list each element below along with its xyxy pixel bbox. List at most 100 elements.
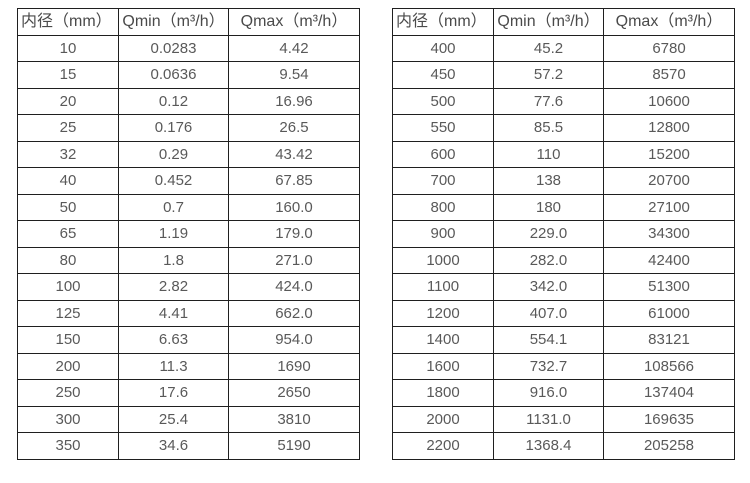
table-cell-diameter: 25 [17, 114, 119, 142]
table-cell-qmin: 1131.0 [493, 405, 604, 433]
table-row: 65 1.19 179.0 [17, 220, 360, 248]
flow-spec-table-large-diameters: 内径（mm） Qmin（m³/h） Qmax（m³/h） 400 45.2 6780 450… [392, 8, 735, 460]
table-cell-qmax: 26.5 [228, 114, 360, 142]
table-cell-qmin: 0.12 [118, 87, 229, 115]
table-cell-qmax: 169635 [603, 405, 735, 433]
table-row: 900 229.0 34300 [392, 220, 735, 248]
table-cell-diameter: 200 [17, 352, 119, 380]
header-row: 内径（mm） Qmin（m³/h） Qmax（m³/h） [392, 8, 735, 36]
table-cell-qmax: 108566 [603, 352, 735, 380]
table-cell-qmax: 43.42 [228, 140, 360, 168]
table-cell-qmax: 34300 [603, 220, 735, 248]
table-cell-qmin: 2.82 [118, 273, 229, 301]
table-row: 550 85.5 12800 [392, 114, 735, 142]
table-row: 20 0.12 16.96 [17, 87, 360, 115]
table-row: 450 57.2 8570 [392, 61, 735, 89]
table-row: 80 1.8 271.0 [17, 246, 360, 274]
table-row: 500 77.6 10600 [392, 87, 735, 115]
table-cell-diameter: 1400 [392, 326, 494, 354]
table-cell-qmin: 0.7 [118, 193, 229, 221]
header-cell-qmax: Qmax（m³/h） [228, 8, 360, 36]
table-cell-qmax: 12800 [603, 114, 735, 142]
header-row: 内径（mm） Qmin（m³/h） Qmax（m³/h） [17, 8, 360, 36]
table-cell-diameter: 500 [392, 87, 494, 115]
table-cell-qmin: 138 [493, 167, 604, 195]
table-cell-qmin: 0.452 [118, 167, 229, 195]
table-row: 1400 554.1 83121 [392, 326, 735, 354]
table-cell-diameter: 2200 [392, 432, 494, 460]
table-cell-qmin: 17.6 [118, 379, 229, 407]
table-cell-qmin: 25.4 [118, 405, 229, 433]
table-row: 15 0.0636 9.54 [17, 61, 360, 89]
table-cell-diameter: 100 [17, 273, 119, 301]
table-cell-qmin: 34.6 [118, 432, 229, 460]
table-row: 2000 1131.0 169635 [392, 405, 735, 433]
table-row: 125 4.41 662.0 [17, 299, 360, 327]
table-row: 800 180 27100 [392, 193, 735, 221]
table-cell-diameter: 300 [17, 405, 119, 433]
table-cell-qmin: 342.0 [493, 273, 604, 301]
table-cell-qmax: 424.0 [228, 273, 360, 301]
table-cell-qmin: 1.8 [118, 246, 229, 274]
table-cell-diameter: 125 [17, 299, 119, 327]
table-row: 200 11.3 1690 [17, 352, 360, 380]
table-row: 400 45.2 6780 [392, 34, 735, 62]
table-cell-qmax: 16.96 [228, 87, 360, 115]
table-cell-qmax: 2650 [228, 379, 360, 407]
table-cell-qmin: 77.6 [493, 87, 604, 115]
table-row: 1000 282.0 42400 [392, 246, 735, 274]
table-row: 700 138 20700 [392, 167, 735, 195]
table-row: 40 0.452 67.85 [17, 167, 360, 195]
table-row: 250 17.6 2650 [17, 379, 360, 407]
table-row: 1800 916.0 137404 [392, 379, 735, 407]
table-cell-qmax: 83121 [603, 326, 735, 354]
table-cell-qmin: 732.7 [493, 352, 604, 380]
table-cell-qmax: 20700 [603, 167, 735, 195]
table-cell-qmin: 407.0 [493, 299, 604, 327]
table-cell-qmin: 6.63 [118, 326, 229, 354]
flow-spec-table-small-diameters: 内径（mm） Qmin（m³/h） Qmax（m³/h） 10 0.0283 4.42 15… [17, 8, 360, 460]
header-cell-qmin: Qmin（m³/h） [493, 8, 604, 36]
table-cell-qmin: 180 [493, 193, 604, 221]
table-cell-qmax: 9.54 [228, 61, 360, 89]
table-cell-diameter: 600 [392, 140, 494, 168]
table-cell-diameter: 50 [17, 193, 119, 221]
table-cell-diameter: 2000 [392, 405, 494, 433]
table-cell-qmin: 1.19 [118, 220, 229, 248]
header-cell-qmin: Qmin（m³/h） [118, 8, 229, 36]
table-row: 2200 1368.4 205258 [392, 432, 735, 460]
table-cell-qmin: 0.0636 [118, 61, 229, 89]
header-cell-diameter: 内径（mm） [17, 8, 119, 36]
table-cell-qmin: 229.0 [493, 220, 604, 248]
table-cell-qmax: 42400 [603, 246, 735, 274]
table-cell-diameter: 15 [17, 61, 119, 89]
table-cell-qmin: 110 [493, 140, 604, 168]
table-cell-qmax: 662.0 [228, 299, 360, 327]
table-cell-qmax: 1690 [228, 352, 360, 380]
table-cell-diameter: 350 [17, 432, 119, 460]
table-cell-qmax: 5190 [228, 432, 360, 460]
table-row: 350 34.6 5190 [17, 432, 360, 460]
table-cell-qmin: 554.1 [493, 326, 604, 354]
table-cell-diameter: 1200 [392, 299, 494, 327]
table-cell-diameter: 550 [392, 114, 494, 142]
table-cell-qmin: 916.0 [493, 379, 604, 407]
table-cell-qmin: 85.5 [493, 114, 604, 142]
table-cell-qmax: 27100 [603, 193, 735, 221]
table-cell-diameter: 1600 [392, 352, 494, 380]
table-cell-qmax: 8570 [603, 61, 735, 89]
table-cell-diameter: 1000 [392, 246, 494, 274]
table-cell-diameter: 65 [17, 220, 119, 248]
table-cell-diameter: 800 [392, 193, 494, 221]
table-cell-qmax: 160.0 [228, 193, 360, 221]
header-cell-qmax: Qmax（m³/h） [603, 8, 735, 36]
table-cell-qmax: 179.0 [228, 220, 360, 248]
table-cell-qmax: 4.42 [228, 34, 360, 62]
table-cell-qmax: 3810 [228, 405, 360, 433]
table-cell-qmax: 67.85 [228, 167, 360, 195]
table-cell-qmax: 137404 [603, 379, 735, 407]
table-cell-diameter: 250 [17, 379, 119, 407]
table-cell-diameter: 80 [17, 246, 119, 274]
table-row: 50 0.7 160.0 [17, 193, 360, 221]
table-cell-diameter: 450 [392, 61, 494, 89]
